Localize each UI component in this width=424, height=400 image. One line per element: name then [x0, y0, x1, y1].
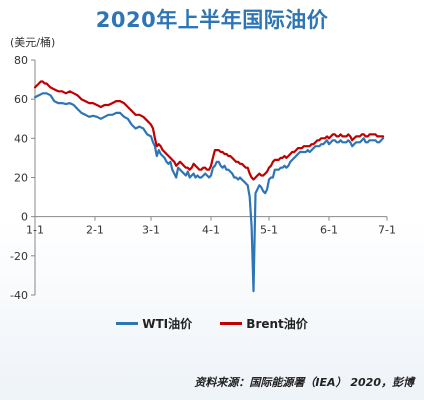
source-note: 资料来源：国际能源署（IEA） 2020，彭博 [194, 376, 414, 389]
x-tick-label: 7-1 [378, 224, 396, 237]
legend-item-wti: WTI油价 [116, 315, 192, 332]
legend: WTI油价 Brent油价 [0, 314, 424, 332]
x-tick-label: 5-1 [260, 224, 278, 237]
legend-swatch-wti [116, 322, 139, 325]
axes: -40 -20 0 20 40 60 80 1-1 2-1 3-1 4-1 5-1 6-1 7-1 [10, 54, 396, 302]
series-line-wti [33, 92, 385, 293]
y-axis-unit-label: (美元/桶) [10, 36, 56, 49]
x-tick-label: 4-1 [202, 224, 220, 237]
y-tick-label: -40 [10, 289, 28, 302]
y-tick-label: -20 [10, 250, 28, 263]
y-tick-label: 80 [14, 54, 28, 67]
legend-swatch-brent [220, 322, 243, 325]
legend-label-brent: Brent油价 [246, 317, 308, 331]
x-tick-label: 3-1 [142, 224, 160, 237]
series-layer [33, 80, 385, 293]
legend-item-brent: Brent油价 [220, 315, 308, 332]
chart-title: 2020年上半年国际油价 [95, 8, 329, 32]
y-tick-label: 0 [21, 211, 28, 224]
series-line-brent [33, 80, 385, 181]
y-tick-label: 20 [14, 172, 28, 185]
x-tick-label: 1-1 [26, 224, 44, 237]
y-tick-label: 60 [14, 93, 28, 106]
x-tick-label: 2-1 [86, 224, 104, 237]
x-tick-label: 6-1 [320, 224, 338, 237]
y-tick-label: 40 [14, 132, 28, 145]
legend-label-wti: WTI油价 [142, 317, 193, 331]
